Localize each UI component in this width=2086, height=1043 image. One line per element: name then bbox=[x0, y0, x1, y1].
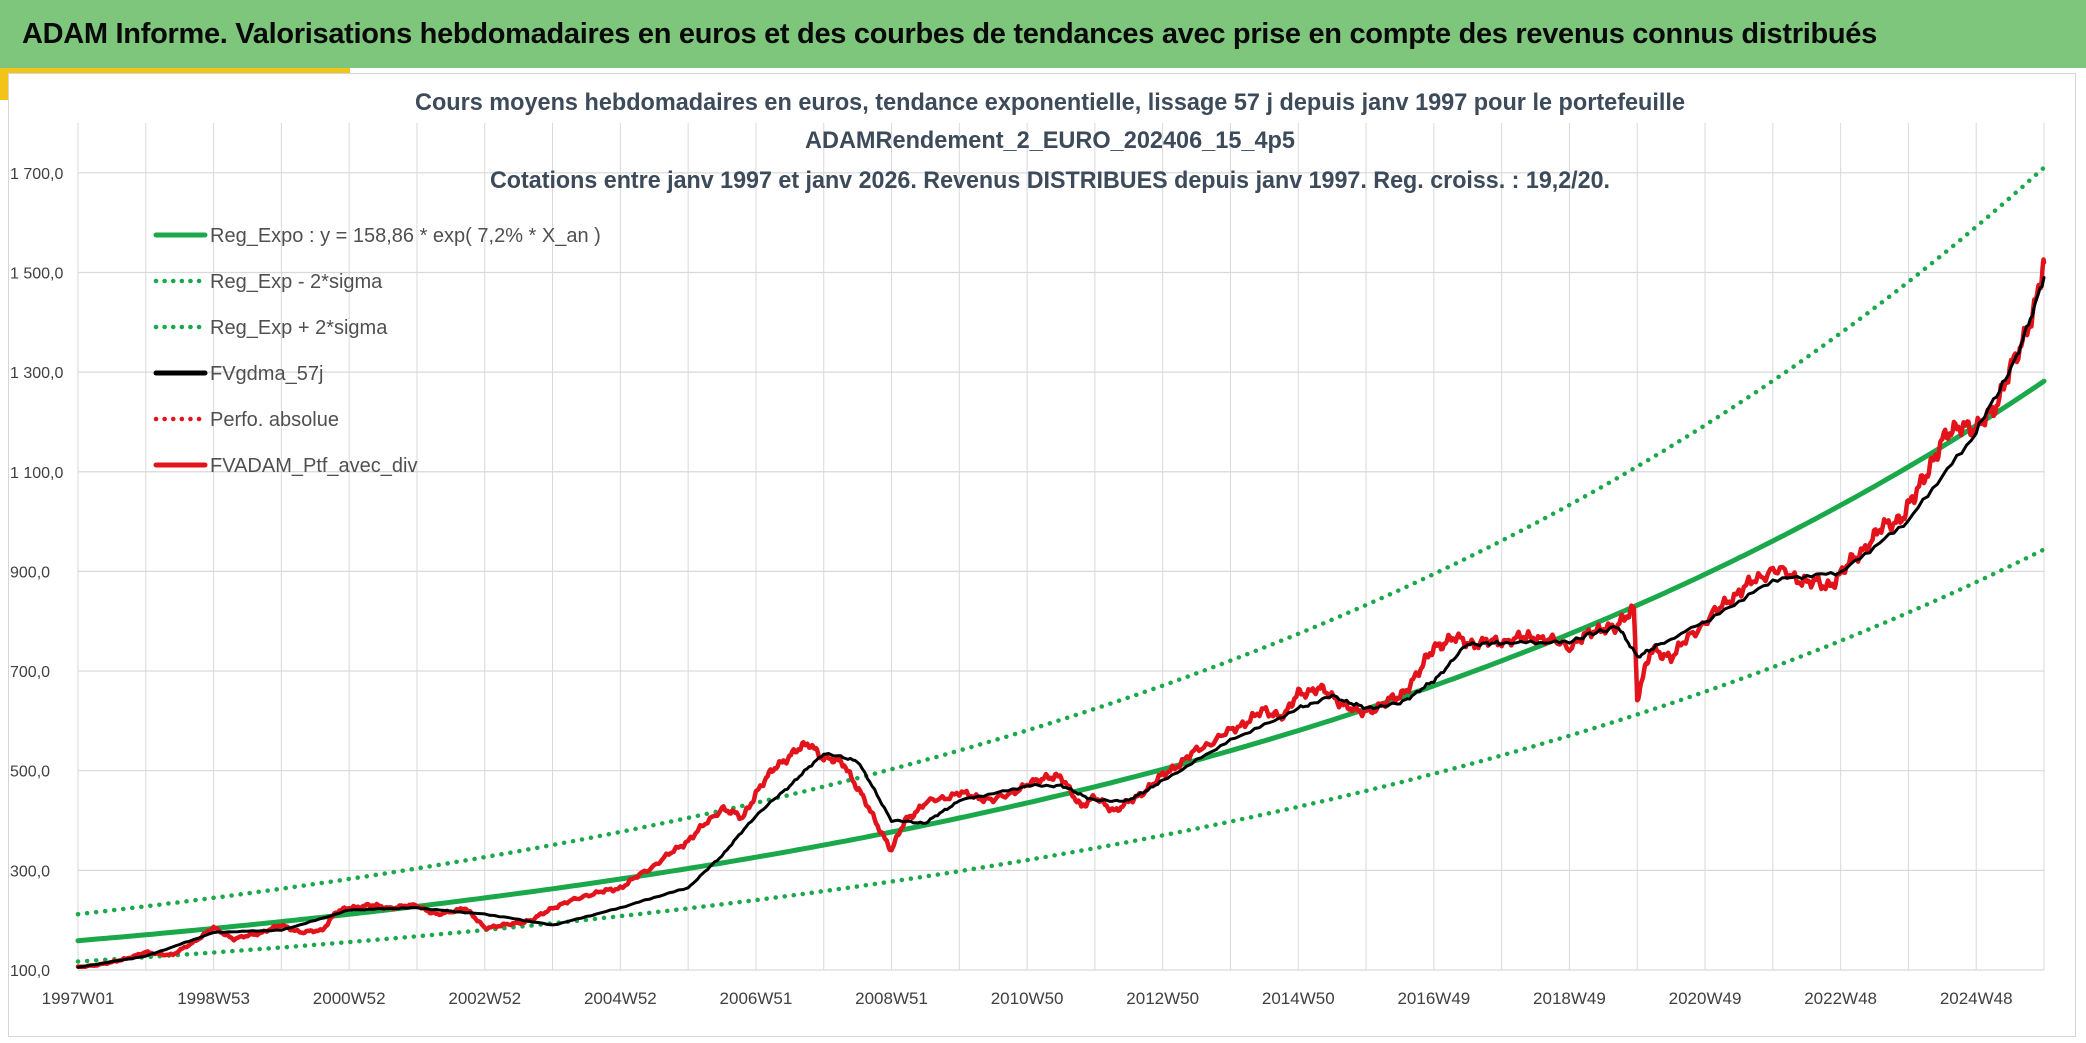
legend-label: Reg_Expo : y = 158,86 * exp( 7,2% * X_an… bbox=[210, 225, 601, 247]
y-tick-label: 900,0 bbox=[10, 564, 50, 581]
x-tick-label: 1997W01 bbox=[42, 989, 115, 1008]
chart-title-line: Cotations entre janv 1997 et janv 2026. … bbox=[490, 167, 1610, 194]
y-tick-label: 300,0 bbox=[10, 863, 50, 880]
chart-legend: Reg_Expo : y = 158,86 * exp( 7,2% * X_an… bbox=[153, 225, 601, 477]
chart-title-line: Cours moyens hebdomadaires en euros, ten… bbox=[415, 89, 1685, 116]
chart-title-block: Cours moyens hebdomadaires en euros, ten… bbox=[415, 89, 1685, 194]
chart-frame bbox=[8, 73, 2076, 1037]
x-tick-label: 2002W52 bbox=[448, 989, 521, 1008]
series-reg-exp-2-sigma bbox=[75, 165, 2047, 917]
legend-label: FVgdma_57j bbox=[210, 363, 323, 385]
banner-title: ADAM Informe. Valorisations hebdomadaire… bbox=[22, 17, 1877, 50]
x-tick-label: 2016W49 bbox=[1397, 989, 1470, 1008]
series-fvgdma-57j bbox=[76, 276, 2046, 969]
x-tick-label: 2018W49 bbox=[1533, 989, 1606, 1008]
y-tick-label: 700,0 bbox=[10, 664, 50, 681]
x-tick-label: 2022W48 bbox=[1804, 989, 1877, 1008]
chart-title-line: ADAMRendement_2_EURO_202406_15_4p5 bbox=[805, 127, 1295, 154]
header-banner: ADAM Informe. Valorisations hebdomadaire… bbox=[0, 0, 2086, 68]
series-fvadam-ptf-avec-div bbox=[75, 257, 2047, 970]
y-tick-label: 1 700,0 bbox=[10, 166, 63, 183]
x-tick-label: 2008W51 bbox=[855, 989, 928, 1008]
x-tick-label: 2006W51 bbox=[720, 989, 793, 1008]
accent-bar-top bbox=[0, 68, 350, 73]
y-tick-label: 1 300,0 bbox=[10, 365, 63, 382]
legend-label: Perfo. absolue bbox=[210, 409, 339, 431]
x-tick-label: 1998W53 bbox=[177, 989, 250, 1008]
y-tick-label: 1 100,0 bbox=[10, 465, 63, 482]
x-tick-label: 2004W52 bbox=[584, 989, 657, 1008]
legend-label: FVADAM_Ptf_avec_div bbox=[210, 455, 418, 477]
x-tick-label: 2014W50 bbox=[1262, 989, 1335, 1008]
x-tick-label: 2020W49 bbox=[1669, 989, 1742, 1008]
x-tick-label: 2012W50 bbox=[1126, 989, 1199, 1008]
x-tick-label: 2024W48 bbox=[1940, 989, 2013, 1008]
x-tick-label: 2000W52 bbox=[313, 989, 386, 1008]
series-reg-exp-2-sigma bbox=[75, 547, 2047, 964]
accent-bar-left bbox=[0, 68, 8, 100]
legend-label: Reg_Exp - 2*sigma bbox=[210, 271, 383, 293]
axis-layer: 100,0 300,0 500,0 700,0 900,0 1 100,0 1 300,0 1… bbox=[10, 166, 2013, 1008]
series-layer bbox=[75, 165, 2047, 970]
x-tick-label: 2010W50 bbox=[991, 989, 1064, 1008]
y-tick-label: 500,0 bbox=[10, 764, 50, 781]
y-tick-label: 1 500,0 bbox=[10, 265, 63, 282]
y-tick-label: 100,0 bbox=[10, 963, 50, 980]
grid-layer bbox=[77, 123, 2045, 971]
legend-label: Reg_Exp + 2*sigma bbox=[210, 317, 388, 339]
